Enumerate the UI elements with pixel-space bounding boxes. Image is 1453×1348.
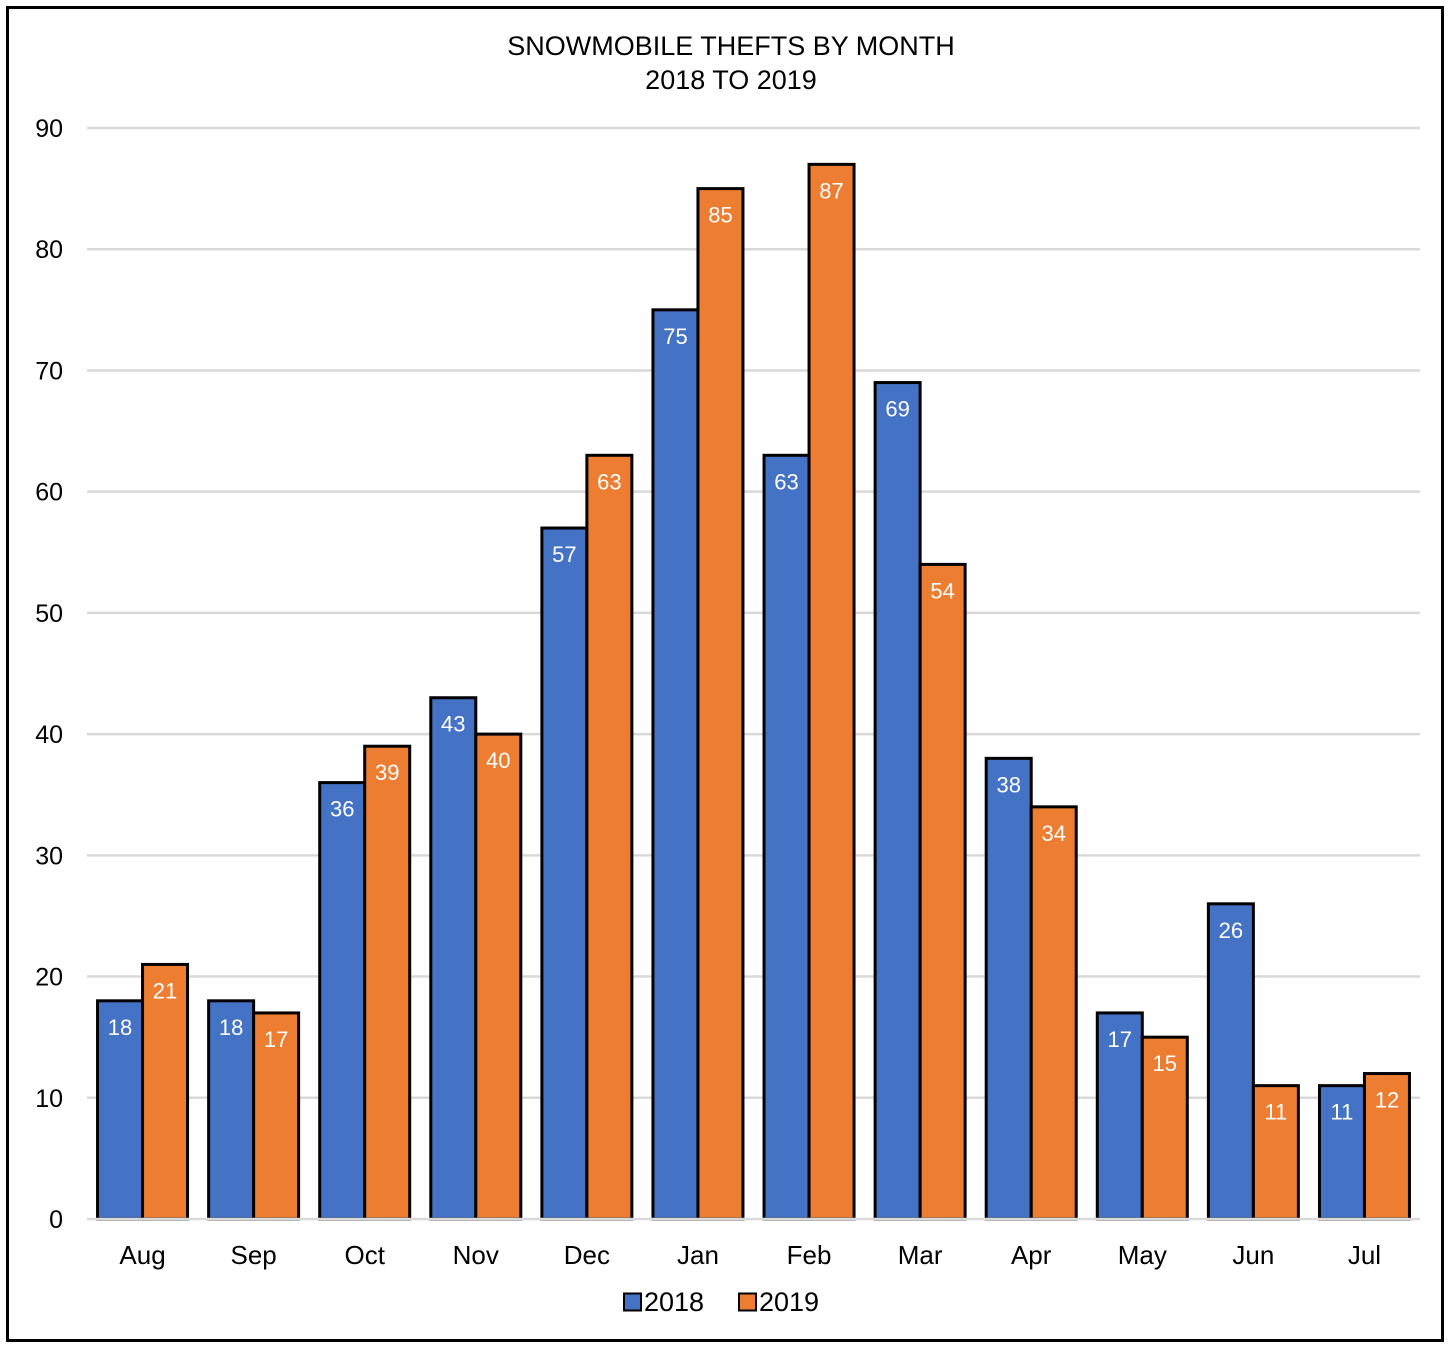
bar-2019-feb (807, 162, 856, 1221)
x-tick-label: Feb (787, 1240, 832, 1270)
data-label: 15 (1153, 1051, 1177, 1076)
data-label: 87 (819, 178, 843, 203)
data-labels: 18 21 18 17 36 39 43 40 57 63 75 85 63 87 69 54 38 34 17 15… (108, 178, 1399, 1124)
bar-2018-oct (318, 781, 367, 1221)
legend-swatch-2019 (738, 1292, 757, 1312)
bar-2019-jan (696, 187, 745, 1221)
x-tick-label: May (1118, 1240, 1167, 1270)
data-label: 63 (774, 469, 798, 494)
data-label: 18 (219, 1015, 243, 1040)
bar-2018-feb (762, 453, 811, 1221)
bar-2018-jun (1206, 902, 1255, 1221)
y-tick-label: 20 (35, 964, 63, 992)
legend-label: 2018 (644, 1287, 704, 1317)
axes: 0 10 20 30 40 50 60 70 80 90 Aug Sep Oct Nov Dec Jan Feb… (35, 115, 1420, 1270)
gridlines (87, 126, 1420, 1100)
x-tick-label: Dec (564, 1240, 610, 1270)
bar-2019-dec (585, 453, 634, 1221)
data-label: 12 (1375, 1088, 1399, 1113)
x-tick-label: Nov (453, 1240, 499, 1270)
x-tick-label: Jun (1232, 1240, 1274, 1270)
chart-title: SNOWMOBILE THEFTS BY MONTH (507, 31, 955, 61)
bar-2018-apr (984, 756, 1033, 1221)
data-label: 69 (885, 397, 909, 422)
bar-2019-mar (918, 562, 967, 1221)
data-label: 11 (1264, 1100, 1287, 1125)
data-label: 17 (1108, 1027, 1132, 1052)
bar-2019-apr (1029, 805, 1078, 1221)
x-tick-label: Jan (677, 1240, 719, 1270)
data-label: 85 (708, 203, 732, 228)
data-label: 17 (264, 1027, 288, 1052)
chart-frame: SNOWMOBILE THEFTS BY MONTH 2018 TO 2019 … (6, 6, 1444, 1342)
data-label: 26 (1219, 918, 1243, 943)
bar-2019-jul (1362, 1072, 1411, 1221)
y-tick-label: 0 (49, 1206, 63, 1234)
legend: 2018 2019 (623, 1287, 819, 1317)
bar-2018-mar (873, 381, 922, 1221)
y-tick-label: 70 (35, 357, 63, 385)
data-label: 39 (375, 760, 399, 785)
x-tick-label: Oct (344, 1240, 385, 1270)
data-label: 21 (153, 978, 177, 1003)
data-label: 54 (930, 578, 954, 603)
data-label: 43 (441, 712, 465, 737)
x-tick-label: Aug (119, 1240, 165, 1270)
bar-2019-oct (363, 744, 412, 1221)
y-tick-label: 80 (35, 236, 63, 264)
y-tick-label: 30 (35, 842, 63, 870)
legend-swatch-2018 (623, 1292, 642, 1312)
y-tick-label: 90 (35, 115, 63, 143)
x-tick-label: Apr (1011, 1240, 1052, 1270)
bar-2018-dec (540, 526, 589, 1221)
bar-chart: SNOWMOBILE THEFTS BY MONTH 2018 TO 2019 … (35, 31, 1420, 1317)
data-label: 57 (552, 542, 576, 567)
x-tick-label: Mar (898, 1240, 943, 1270)
data-label: 11 (1331, 1100, 1354, 1125)
data-label: 75 (663, 324, 687, 349)
x-tick-label: Sep (230, 1240, 276, 1270)
data-label: 18 (108, 1015, 132, 1040)
y-tick-label: 60 (35, 479, 63, 507)
bar-2019-nov (474, 732, 523, 1221)
y-tick-label: 50 (35, 600, 63, 628)
bar-2018-jan (651, 308, 700, 1221)
y-tick-label: 10 (35, 1085, 63, 1113)
data-label: 40 (486, 748, 510, 773)
data-label: 38 (996, 772, 1020, 797)
bar-2019-jun (1251, 1084, 1300, 1221)
data-label: 36 (330, 797, 354, 822)
bars (96, 162, 1411, 1221)
data-label: 34 (1041, 821, 1065, 846)
legend-label: 2019 (759, 1287, 819, 1317)
x-tick-label: Jul (1348, 1240, 1381, 1270)
bar-2018-nov (429, 696, 478, 1221)
data-label: 63 (597, 469, 621, 494)
chart-subtitle: 2018 TO 2019 (645, 65, 817, 95)
y-tick-label: 40 (35, 721, 63, 749)
